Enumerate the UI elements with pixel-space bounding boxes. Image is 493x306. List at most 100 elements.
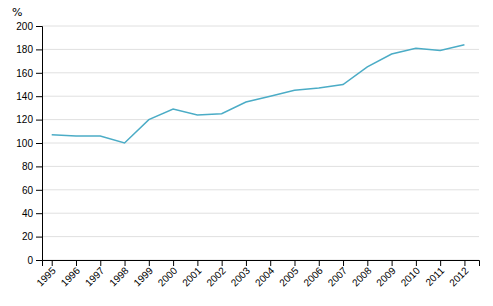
x-tick-label: 2010 — [399, 265, 423, 289]
y-tick-mark — [36, 26, 42, 27]
x-tick-mark — [197, 260, 198, 266]
x-tick-label: 1995 — [34, 265, 58, 289]
x-tick-mark — [149, 260, 150, 266]
y-tick-mark — [36, 213, 42, 214]
grid-line — [42, 189, 479, 190]
x-tick: 2000 — [156, 260, 180, 288]
x-tick: 1999 — [131, 260, 155, 288]
y-label: % — [12, 6, 22, 19]
y-tick: 180 — [16, 44, 42, 55]
x-tick-label: 2011 — [423, 265, 446, 288]
x-tick: 1998 — [107, 260, 131, 288]
x-tick: 2009 — [374, 260, 398, 288]
x-tick-mark — [319, 260, 320, 266]
y-tick: 160 — [16, 68, 42, 79]
x-tick: 2006 — [301, 260, 325, 288]
y-tick-label: 140 — [16, 91, 33, 102]
x-tick: 2008 — [350, 260, 374, 288]
grid-line — [42, 72, 479, 73]
grid-line — [42, 119, 479, 120]
x-tick-label: 2002 — [204, 265, 228, 289]
x-tick-label: 2007 — [326, 265, 350, 289]
x-tick-mark — [270, 260, 271, 266]
y-tick-label: 160 — [16, 68, 33, 79]
x-tick-mark — [464, 260, 465, 266]
x-tick: 1995 — [34, 260, 58, 288]
x-tick-label: 2003 — [229, 265, 253, 289]
y-tick-label: 200 — [16, 21, 33, 32]
y-tick-mark — [36, 237, 42, 238]
x-tick: 2012 — [447, 260, 471, 288]
x-tick-label: 1998 — [107, 265, 131, 289]
x-tick-mark — [76, 260, 77, 266]
x-tick-mark — [125, 260, 126, 266]
y-tick-mark — [36, 143, 42, 144]
x-tick-label: 1997 — [83, 265, 107, 289]
y-tick-label: 40 — [22, 208, 34, 219]
x-tick: 2003 — [229, 260, 253, 288]
grid — [42, 26, 479, 260]
y-tick-mark — [36, 260, 42, 261]
x-tick-mark — [52, 260, 53, 266]
y-tick-mark — [36, 96, 42, 97]
x-tick-label: 2000 — [156, 265, 180, 289]
y-axis: 0 20 40 60 80 100 120 140 160 180 200 — [16, 21, 42, 266]
y-axis-line — [36, 27, 43, 261]
x-tick-label: 2008 — [350, 265, 374, 289]
x-tick-label: 1996 — [59, 265, 83, 289]
y-tick: 80 — [22, 161, 42, 172]
grid-line — [42, 143, 479, 144]
x-tick: 2005 — [277, 260, 301, 288]
x-tick-mark — [440, 260, 441, 266]
y-tick-label: 80 — [22, 161, 34, 172]
y-tick: 0 — [27, 255, 42, 266]
y-tick-mark — [36, 190, 42, 191]
x-tick-label: 2012 — [447, 265, 471, 289]
x-tick: 2007 — [326, 260, 350, 288]
x-tick-mark — [367, 260, 368, 266]
chart: 1995199619971998199920002001200220032004… — [0, 0, 493, 306]
x-axis: 1995199619971998199920002001200220032004… — [34, 260, 479, 288]
y-tick: 40 — [22, 208, 42, 219]
x-tick-label: 2001 — [180, 265, 204, 289]
grid-line — [42, 166, 479, 167]
y-tick-mark — [36, 166, 42, 167]
x-tick-mark — [100, 260, 101, 266]
y-tick-label: 60 — [22, 185, 34, 196]
y-tick-label: 180 — [16, 44, 33, 55]
x-tick-mark — [294, 260, 295, 266]
x-tick: 2002 — [204, 260, 228, 288]
x-tick-mark — [173, 260, 174, 266]
x-tick-mark — [246, 260, 247, 266]
y-tick-label: 100 — [16, 138, 33, 149]
y-tick-label: 120 — [16, 114, 33, 125]
grid-line — [42, 96, 479, 97]
x-tick-label: 2006 — [301, 265, 325, 289]
y-tick-label: 20 — [22, 231, 34, 242]
x-tick: 2001 — [180, 260, 204, 288]
grid-line — [42, 26, 479, 27]
x-tick: 1997 — [83, 260, 107, 288]
x-tick: 2004 — [253, 260, 277, 288]
x-tick-mark — [222, 260, 223, 266]
grid-line — [42, 213, 479, 214]
y-tick: 20 — [22, 231, 42, 242]
x-tick: 2011 — [423, 260, 446, 288]
grid-line — [42, 236, 479, 237]
x-tick: 1996 — [59, 260, 83, 288]
plot-area: 1995199619971998199920002001200220032004… — [16, 21, 479, 289]
y-tick: 200 — [16, 21, 42, 32]
y-tick-label: 0 — [27, 255, 33, 266]
x-tick-mark — [416, 260, 417, 266]
x-tick-mark — [392, 260, 393, 266]
x-tick-label: 1999 — [131, 265, 155, 289]
y-tick: 120 — [16, 114, 42, 125]
y-tick: 140 — [16, 91, 42, 102]
y-tick: 60 — [22, 185, 42, 196]
y-tick-mark — [36, 120, 42, 121]
y-tick-mark — [36, 73, 42, 74]
x-tick-mark — [343, 260, 344, 266]
x-tick-label: 2005 — [277, 265, 301, 289]
y-tick: 100 — [16, 138, 42, 149]
x-tick-label: 2009 — [374, 265, 398, 289]
